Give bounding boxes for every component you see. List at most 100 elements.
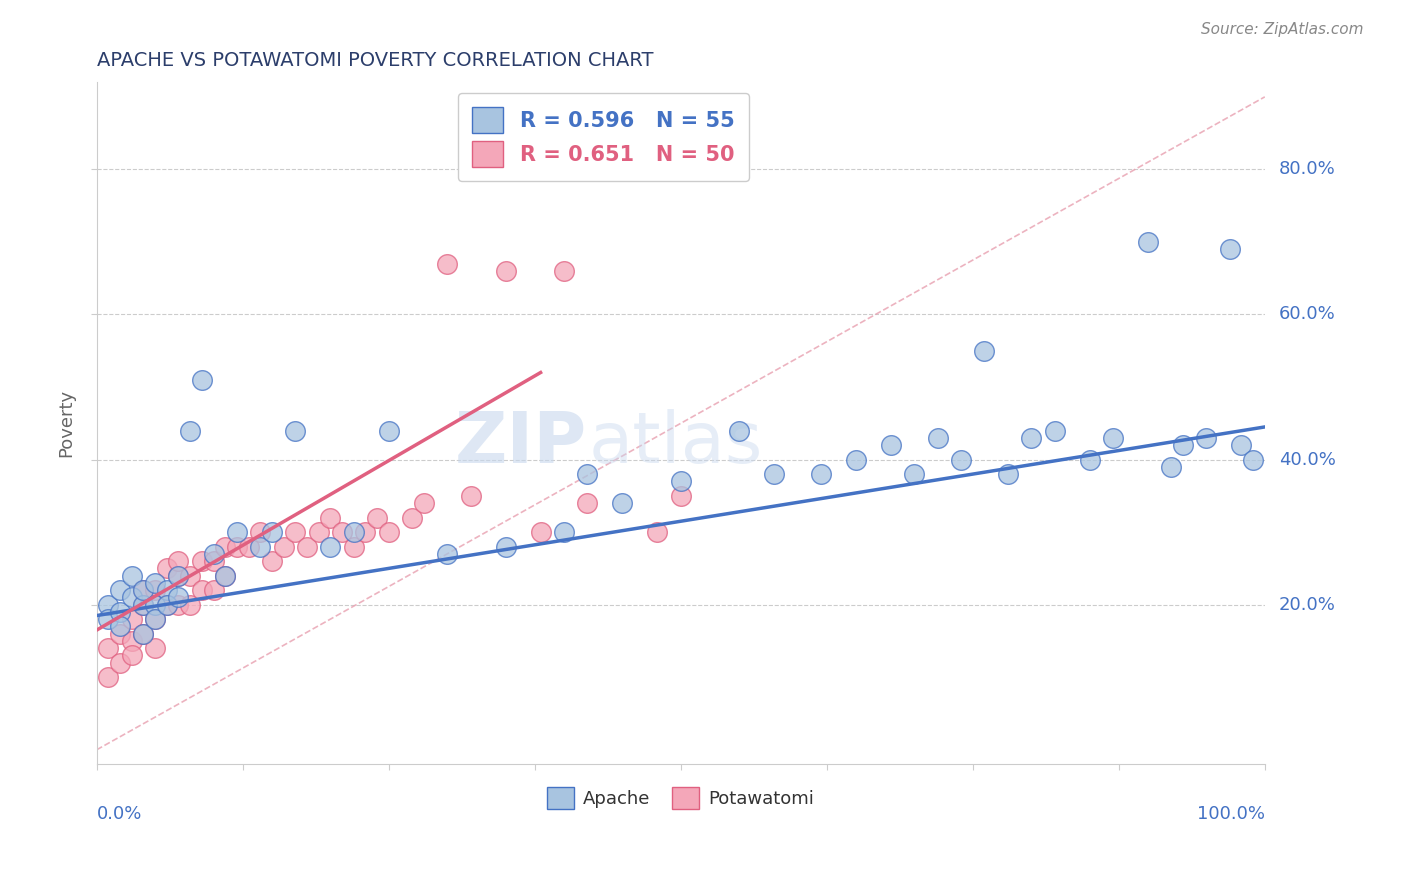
Point [1241,452,1264,467]
Point [179,598,201,612]
Point [143,583,166,598]
Point [249,525,271,540]
Point [366,510,388,524]
Text: atlas: atlas [588,409,762,478]
Text: APACHE VS POTAWATOMI POVERTY CORRELATION CHART: APACHE VS POTAWATOMI POVERTY CORRELATION… [97,51,654,70]
Point [143,612,166,626]
Point [401,510,423,524]
Point [295,540,318,554]
Point [903,467,925,481]
Point [108,583,131,598]
Point [143,641,166,656]
Text: 20.0%: 20.0% [1279,596,1336,614]
Point [529,525,551,540]
Point [132,626,155,640]
Point [950,452,973,467]
Point [108,626,131,640]
Point [1195,431,1218,445]
Point [238,540,260,554]
Y-axis label: Poverty: Poverty [58,389,75,458]
Point [202,554,225,568]
Point [330,525,353,540]
Point [97,612,120,626]
Point [354,525,377,540]
Point [1078,452,1101,467]
Point [214,568,236,582]
Point [377,424,399,438]
Point [179,568,201,582]
Point [880,438,903,452]
Point [121,634,143,648]
Point [108,605,131,619]
Point [143,575,166,590]
Text: 60.0%: 60.0% [1279,305,1336,324]
Point [143,612,166,626]
Point [343,540,366,554]
Point [576,496,599,510]
Point [167,598,190,612]
Point [167,554,190,568]
Point [121,612,143,626]
Text: 100.0%: 100.0% [1197,805,1265,823]
Point [156,583,179,598]
Legend: Apache, Potawatomi: Apache, Potawatomi [540,780,821,816]
Point [284,525,307,540]
Point [412,496,434,510]
Point [260,525,283,540]
Point [669,475,692,489]
Point [260,554,283,568]
Text: Source: ZipAtlas.com: Source: ZipAtlas.com [1201,22,1364,37]
Point [179,424,201,438]
Point [1102,431,1125,445]
Point [108,619,131,633]
Point [308,525,330,540]
Text: 80.0%: 80.0% [1279,161,1336,178]
Point [225,540,247,554]
Point [1230,438,1253,452]
Point [728,424,751,438]
Point [810,467,832,481]
Point [167,591,190,605]
Point [1160,459,1182,474]
Point [436,547,458,561]
Point [249,540,271,554]
Point [167,568,190,582]
Point [495,540,517,554]
Point [1137,235,1160,249]
Point [319,510,342,524]
Point [132,598,155,612]
Point [132,583,155,598]
Point [156,598,179,612]
Point [202,583,225,598]
Point [284,424,307,438]
Point [576,467,599,481]
Point [121,568,143,582]
Point [132,598,155,612]
Point [647,525,669,540]
Point [202,547,225,561]
Point [460,489,482,503]
Point [553,525,575,540]
Point [1171,438,1194,452]
Point [214,568,236,582]
Point [191,583,214,598]
Point [97,598,120,612]
Point [156,561,179,575]
Point [273,540,295,554]
Point [495,264,517,278]
Point [669,489,692,503]
Point [156,598,179,612]
Point [973,343,995,358]
Point [1219,242,1241,256]
Point [97,641,120,656]
Point [612,496,634,510]
Point [1019,431,1042,445]
Point [167,568,190,582]
Point [436,257,458,271]
Text: 0.0%: 0.0% [97,805,142,823]
Point [97,670,120,684]
Point [214,540,236,554]
Point [1043,424,1066,438]
Point [121,648,143,663]
Point [845,452,868,467]
